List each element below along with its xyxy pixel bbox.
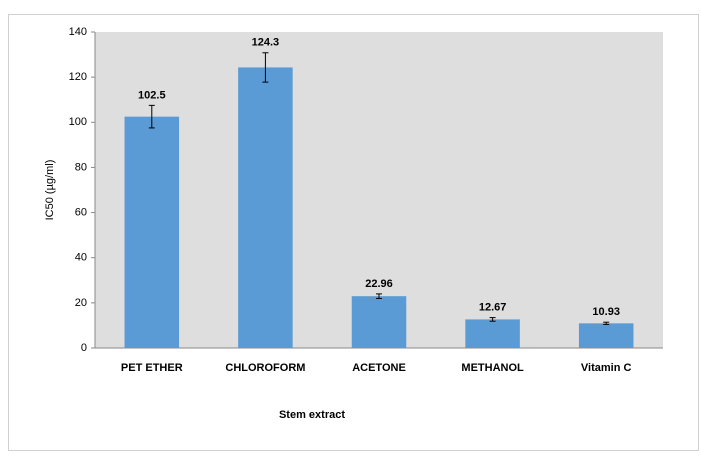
bar [465,319,520,348]
y-tick-label: 40 [75,252,87,264]
data-label: 124.3 [252,37,280,49]
data-label: 102.5 [138,89,166,101]
x-tick-label: CHLOROFORM [225,362,305,374]
y-tick-label: 120 [69,71,87,83]
y-tick-label: 60 [75,206,87,218]
error-bar [603,321,610,325]
bar [351,296,407,348]
x-tick-label: PET ETHER [121,362,183,374]
bar [124,116,180,349]
x-tick-label: METHANOL [461,362,524,374]
y-tick-label: 0 [81,342,87,354]
error-bar [489,317,496,322]
data-label: 10.93 [592,306,620,318]
y-tick-label: 140 [69,26,87,38]
data-label: 12.67 [479,302,507,314]
error-bar [262,52,269,83]
y-axis-label: IC50 (µg/ml) [44,160,56,221]
x-tick-label: ACETONE [352,362,406,374]
bar [238,67,293,349]
x-axis-label: Stem extract [279,409,345,421]
y-tick-label: 80 [75,161,87,173]
y-tick-label: 20 [75,297,87,309]
y-tick-label: 100 [69,116,87,128]
bar [578,323,634,348]
error-bar [376,293,382,299]
data-label: 22.96 [365,278,393,290]
error-bar [148,104,155,129]
x-tick-label: Vitamin C [581,362,632,374]
